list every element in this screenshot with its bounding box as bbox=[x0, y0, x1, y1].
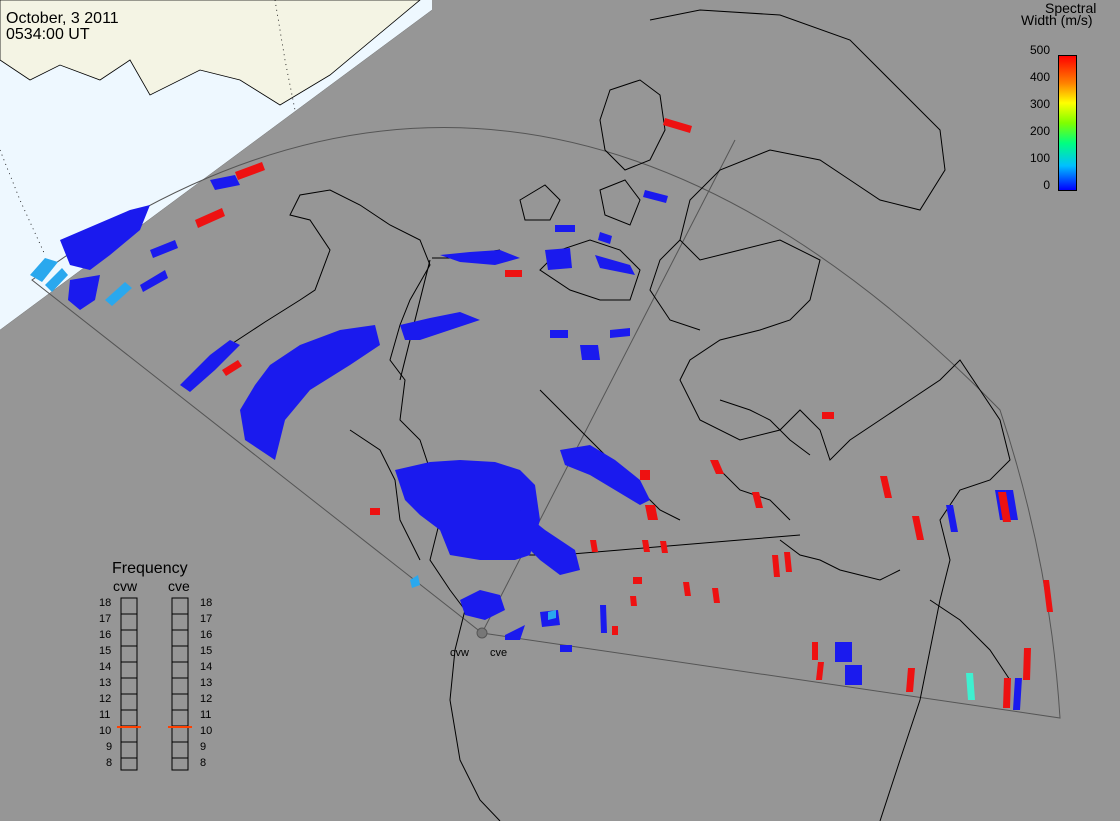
freq-tick-left: 10 bbox=[99, 725, 112, 737]
freq-tick-left: 12 bbox=[99, 693, 112, 705]
time-label: 0534:00 UT bbox=[6, 26, 90, 43]
freq-tick-left: 11 bbox=[99, 709, 111, 721]
freq-tick-right: 17 bbox=[200, 613, 213, 625]
freq-tick-right: 12 bbox=[200, 693, 213, 705]
freq-tick-left: 8 bbox=[106, 757, 113, 769]
radar-site-marker bbox=[476, 627, 488, 639]
freq-tick-left: 18 bbox=[99, 597, 112, 609]
freq-tick-right: 9 bbox=[200, 741, 207, 753]
colorbar-tick-500: 500 bbox=[1029, 43, 1050, 57]
scatter-low-width bbox=[60, 175, 1022, 710]
frequency-title: Frequency bbox=[112, 560, 188, 577]
freq-tick-left: 16 bbox=[99, 629, 112, 641]
frequency-radar-cvw: cvw bbox=[113, 578, 138, 594]
freq-tick-left: 15 bbox=[99, 645, 112, 657]
dotted-grid-1 bbox=[274, 0, 296, 111]
freq-tick-right: 8 bbox=[200, 757, 207, 769]
site-label-east: cve bbox=[490, 647, 508, 659]
colorbar-tick-200: 200 bbox=[1029, 124, 1050, 138]
frequency-radar-cve: cve bbox=[168, 578, 190, 594]
freq-tick-right: 14 bbox=[200, 661, 213, 673]
freq-tick-left: 13 bbox=[99, 677, 112, 689]
colorbar-title-line2: Width (m/s) bbox=[1021, 12, 1093, 28]
scatter-mid-width bbox=[966, 673, 975, 700]
colorbar-title-line1: Spectral bbox=[1045, 0, 1097, 16]
freq-tick-right: 13 bbox=[200, 677, 213, 689]
freq-tick-left: 14 bbox=[99, 661, 112, 673]
coastlines bbox=[229, 9, 1011, 821]
freq-tick-right: 18 bbox=[200, 597, 213, 609]
terminator-line bbox=[0, 9, 433, 331]
colorbar-gradient bbox=[1058, 55, 1077, 191]
colorbar-tick-0: 0 bbox=[1043, 178, 1050, 192]
freq-tick-left: 17 bbox=[99, 613, 112, 625]
colorbar-tick-300: 300 bbox=[1029, 97, 1050, 111]
site-label-west: cvw bbox=[450, 647, 469, 659]
freq-tick-left: 9 bbox=[106, 741, 113, 753]
freq-tick-right: 16 bbox=[200, 629, 213, 641]
freq-tick-right: 15 bbox=[200, 645, 213, 657]
date-label: October, 3 2011 bbox=[6, 10, 119, 27]
scatter-high-width bbox=[195, 118, 1053, 708]
scatter-light-blue bbox=[30, 258, 556, 620]
freq-tick-right: 11 bbox=[200, 709, 212, 721]
freq-tick-right: 10 bbox=[200, 725, 213, 737]
colorbar-tick-100: 100 bbox=[1029, 151, 1050, 165]
colorbar-tick-400: 400 bbox=[1029, 70, 1050, 84]
daylight-land bbox=[0, 0, 421, 106]
